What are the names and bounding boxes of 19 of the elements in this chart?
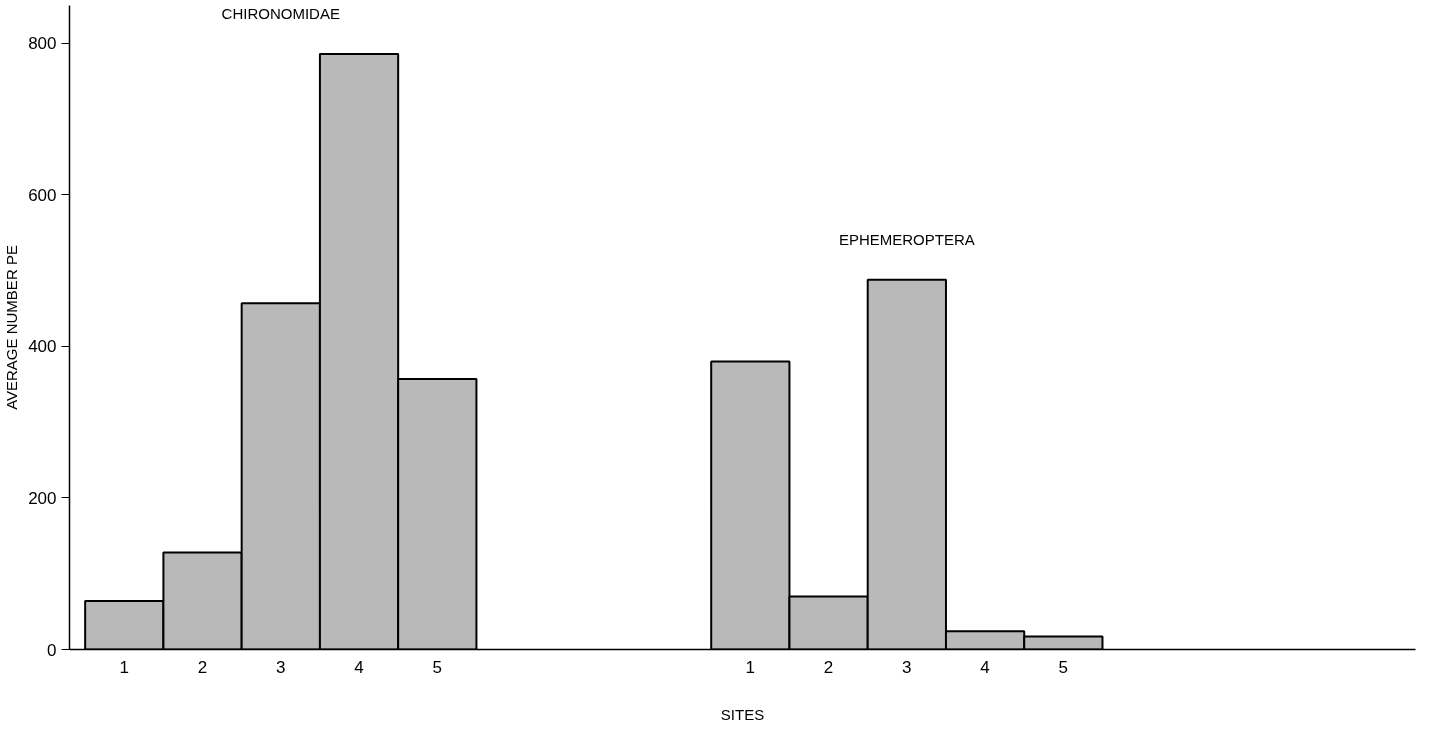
x-tick-label: 5: [1058, 657, 1069, 677]
x-tick-label: 2: [823, 657, 834, 677]
x-tick-label: 4: [980, 657, 990, 677]
y-tick-label: 200: [28, 488, 57, 508]
x-tick-label: 2: [197, 657, 208, 677]
x-tick-label: 4: [354, 657, 364, 677]
x-tick-label: 1: [119, 657, 130, 677]
x-tick-label: 1: [745, 657, 756, 677]
x-axis-title: SITES: [720, 705, 765, 723]
y-axis-title: AVERAGE NUMBER PE: [3, 245, 21, 410]
y-tick-label: 400: [28, 337, 57, 357]
x-tick-label: 3: [902, 657, 912, 677]
text: EPHEMEROPTERA: [838, 230, 975, 248]
x-tick-label: 5: [432, 657, 443, 677]
text: CHIRONOMIDAE: [221, 4, 340, 22]
y-tick-label: 800: [28, 34, 57, 54]
y-tick-label: 0: [47, 640, 57, 660]
y-tick-label: 600: [28, 185, 57, 205]
x-tick-label: 3: [276, 657, 286, 677]
